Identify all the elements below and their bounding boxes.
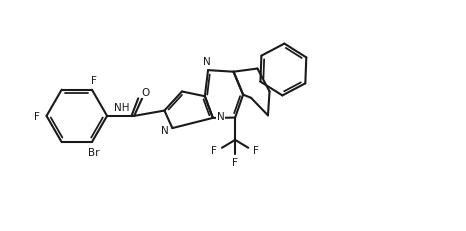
Text: O: O xyxy=(141,88,150,97)
Text: N: N xyxy=(161,126,168,136)
Text: F: F xyxy=(211,145,217,155)
Text: F: F xyxy=(232,157,238,167)
Text: F: F xyxy=(91,76,97,85)
Text: NH: NH xyxy=(114,103,129,112)
Text: Br: Br xyxy=(89,147,100,157)
Text: N: N xyxy=(203,57,211,67)
Text: F: F xyxy=(34,111,40,121)
Text: N: N xyxy=(217,111,225,121)
Text: F: F xyxy=(254,145,259,155)
